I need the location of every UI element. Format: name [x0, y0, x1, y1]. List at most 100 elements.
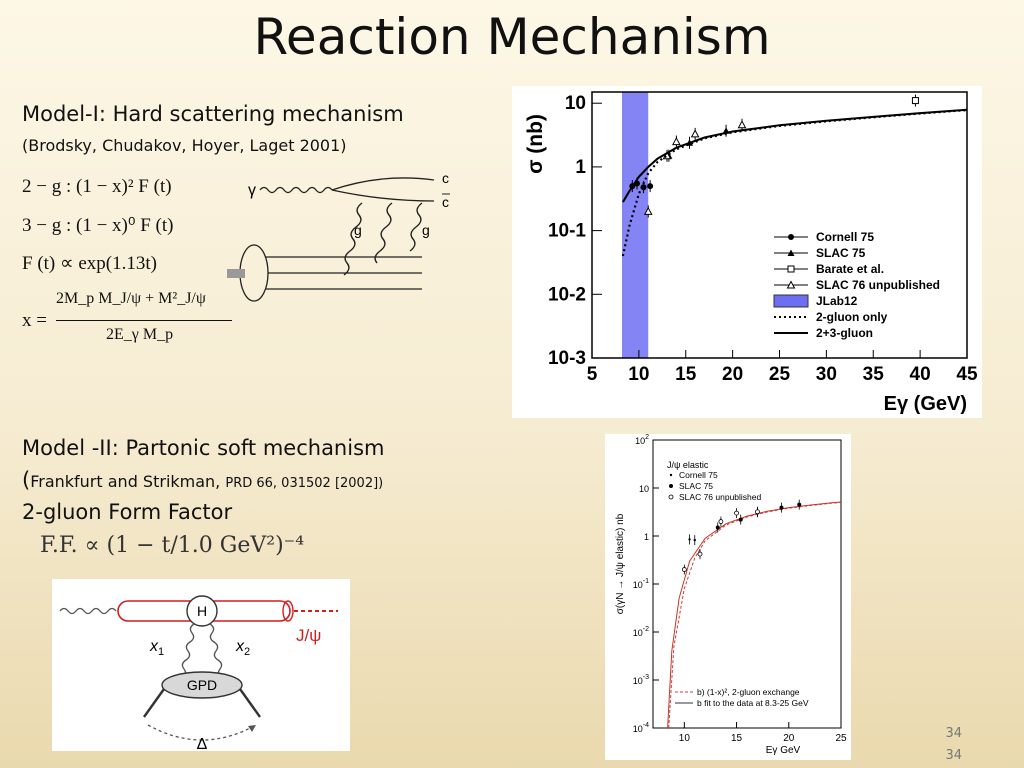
chart1-point [737, 120, 747, 129]
legend-marker [787, 249, 795, 256]
chart2-xtick-label: 25 [835, 733, 847, 744]
delta-arrow [147, 724, 257, 741]
chart1-curve-4 [621, 109, 968, 257]
chart2-legend-label: SLAC 75 [679, 481, 713, 491]
chart2-xtick-label: 15 [731, 733, 743, 744]
chart2-point [779, 505, 784, 510]
x2-label: x2 [235, 638, 250, 658]
chart2-ytick-base: 10 [635, 436, 645, 446]
chart2-ytick-base: 1 [644, 532, 649, 542]
chart2-ytick-base: 10 [639, 484, 649, 494]
diagram1-g1-label: g [354, 222, 362, 238]
chart2-ytick-label: 10-1 [633, 578, 649, 590]
gpd-diagram: H J/ψ x1 x2 GPD Δ [52, 579, 350, 753]
chart2-ytick-exponent: -4 [643, 722, 649, 729]
diagram1-g2-label: g [422, 222, 430, 238]
gpd-outgoing-proton [239, 688, 261, 718]
chart1-point [672, 137, 681, 146]
chart1-xtick-label: 10 [628, 364, 649, 385]
gpd-photon-line [59, 607, 117, 615]
x1-label-sub: 1 [158, 646, 164, 658]
chart2-point [734, 510, 739, 516]
chart2-ytick-label: 10-2 [633, 626, 649, 638]
chart2-ytick-label: 10 [639, 484, 649, 494]
chart2-xtick-label: 20 [783, 733, 795, 744]
gpd-label: GPD [187, 677, 217, 693]
legend-swatch-jlab12 [773, 294, 809, 308]
form-factor-formula: F.F. ∝ (1 − t/1.0 GeV²)⁻⁴ [40, 533, 305, 558]
gpd-incoming-proton [143, 688, 165, 718]
x2-label-main: x [235, 638, 245, 655]
model2-citation-ref: PRD 66, 031502 [2002]) [225, 476, 384, 491]
chart2-legend-marker [669, 473, 673, 477]
h-vertex [186, 595, 218, 627]
chart2-ytick-exponent: -3 [643, 674, 649, 681]
charm-quark-line [331, 177, 435, 191]
chart2-ytick-label: 10-3 [633, 674, 649, 686]
formula-x-denominator: 2E_γ M_p [106, 326, 174, 343]
photon-line [259, 186, 333, 194]
chart2-x-axis-label: Eγ GeV [766, 745, 801, 756]
chart1-x-axis-label: Eγ (GeV) [884, 393, 967, 415]
chart2-curve-0 [668, 501, 842, 729]
gpd-blob [161, 671, 243, 699]
gpd-diagram-svg: H J/ψ x1 x2 GPD Δ [59, 595, 338, 753]
legend-label: JLab12 [816, 294, 858, 308]
chart-1-svg: 5 10 15 20 25 30 35 40 45 10 1 10-1 10-2 10-3 σ (nb) Eγ… [524, 91, 978, 415]
diagram1-cbar-label: c [442, 194, 449, 210]
chart1-xtick-label: 35 [863, 364, 885, 385]
chart1-xtick-label: 45 [956, 364, 978, 385]
model2-citation-open: ( [22, 468, 31, 492]
chart2-ytick-label: 10-4 [633, 722, 649, 734]
chart2-point [693, 538, 696, 542]
chart2-ytick-label: 102 [635, 434, 649, 446]
chart1-xtick-label: 20 [722, 364, 743, 385]
gpd-tube-end [282, 600, 294, 622]
legend-label: 2+3-gluon [816, 326, 873, 340]
cross-section-figure-2: 10 15 20 25 102 10 1 10-1 10-2 10-3 10-4 σ(γN → J/ψ… [605, 434, 851, 760]
model2-citation-authors: Frankfurt and Strikman, [30, 472, 226, 491]
legend-label: Barate et al. [816, 262, 884, 276]
chart1-point [911, 97, 919, 105]
chart1-xtick-label: 25 [769, 364, 791, 385]
diagram1-c-label: c [442, 170, 449, 186]
chart1-xtick-label: 15 [675, 364, 697, 385]
chart1-xtick-label: 5 [587, 364, 598, 385]
page-number-footer: 34 [945, 748, 962, 763]
chart1-curve-5 [622, 108, 968, 203]
chart2-legend-label: SLAC 76 unpublished [679, 492, 762, 502]
formula-3-gluon: 3 − g : (1 − x)⁰ F (t) [22, 215, 174, 236]
gluon-line-2 [374, 202, 393, 264]
chart2-ytick-base: 10 [633, 580, 643, 590]
chart1-point [643, 206, 653, 215]
model1-citation: (Brodsky, Chudakov, Hoyer, Laget 2001) [22, 136, 347, 155]
chart2-y-axis-label: σ(γN → J/ψ elastic) nb [615, 513, 626, 614]
jpsi-label: J/ψ [296, 626, 321, 645]
diagram1-gamma-label: γ [248, 182, 256, 199]
chart1-xtick-label: 40 [910, 364, 931, 385]
page-number: 34 [945, 726, 962, 741]
cross-section-figure-1: 5 10 15 20 25 30 35 40 45 10 1 10-1 10-2 10-3 σ (nb) Eγ… [512, 86, 982, 418]
formula-x-fraction-bar [56, 320, 232, 321]
x1-label-main: x [149, 638, 159, 655]
chart2-ytick-base: 10 [633, 724, 643, 734]
chart2-legend-curve-label: b) (1-x)², 2-gluon exchange [697, 687, 800, 697]
chart2-ytick-exponent: -1 [643, 578, 649, 585]
chart2-ytick-exponent: -2 [643, 626, 649, 633]
legend-marker [787, 265, 795, 273]
legend-label: Cornell 75 [816, 230, 874, 244]
chart1-ytick-label: 1 [575, 157, 586, 178]
gluon-line-3 [409, 202, 423, 252]
chart2-ytick-exponent: 2 [645, 434, 649, 441]
x2-label-sub: 2 [244, 646, 250, 658]
chart2-point [681, 567, 687, 572]
chart2-point [755, 509, 760, 515]
legend-label: SLAC 76 unpublished [816, 278, 940, 292]
anticharm-quark-line [331, 189, 435, 202]
chart2-ytick-base: 10 [633, 676, 643, 686]
chart1-point [647, 183, 654, 190]
delta-label: Δ [197, 736, 208, 751]
chart1-xtick-label: 30 [816, 364, 837, 385]
chart1-y-axis-label: σ (nb) [524, 114, 547, 174]
